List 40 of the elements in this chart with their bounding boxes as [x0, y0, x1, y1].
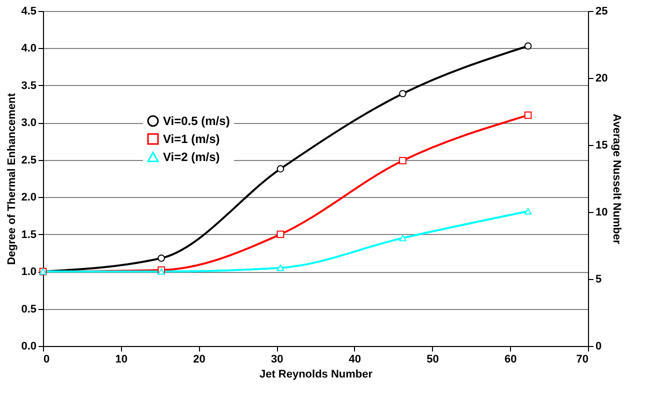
- x-tick-label: 0: [44, 354, 50, 366]
- y2-tick-label: 25: [596, 6, 608, 18]
- x-tick-label: 40: [348, 354, 362, 366]
- y2-tick-label: 20: [596, 72, 608, 84]
- legend-label: Vi=0.5 (m/s): [163, 114, 230, 128]
- legend-label: Vi=1 (m/s): [163, 132, 220, 146]
- x-tick-label: 60: [504, 354, 517, 366]
- point: [276, 230, 284, 238]
- y2-tick-label: 15: [596, 140, 608, 152]
- x-tick-label: 20: [193, 354, 206, 366]
- x-tick-label: 30: [270, 354, 284, 366]
- y-tick-label: 0.5: [21, 303, 36, 316]
- y2-tick-label: 5: [596, 274, 602, 286]
- point: [524, 112, 532, 119]
- x-axis-title: Jet Reynolds Number: [259, 368, 374, 380]
- y2-tick-label: 0: [596, 340, 602, 352]
- y-tick-label: 1.0: [21, 266, 36, 278]
- legend-label: Vi=2 (m/s): [163, 150, 220, 164]
- y-tick-label: 2.5: [21, 154, 36, 166]
- point: [276, 165, 284, 172]
- y-tick-label: 4.5: [21, 6, 36, 18]
- point: [399, 156, 406, 164]
- y-tick-label: 3.5: [21, 80, 36, 92]
- y2-axis-title: Average Nusselt Number: [610, 114, 623, 245]
- point: [524, 42, 532, 50]
- y-tick-label: 2.0: [21, 192, 36, 204]
- point: [524, 208, 532, 214]
- x-tick-label: 70: [576, 354, 588, 366]
- x-tick-label: 10: [115, 354, 128, 366]
- point: [399, 234, 406, 242]
- point: [399, 90, 406, 98]
- y-tick-label: 4.0: [21, 42, 36, 55]
- y2-tick-label: 10: [596, 206, 608, 218]
- y-axis-title: Degree of Thermal Enhancement: [6, 92, 18, 265]
- x-tick-label: 50: [426, 354, 439, 366]
- y-tick-label: 1.5: [21, 228, 36, 241]
- point: [276, 264, 284, 272]
- y-tick-label: 0.0: [21, 340, 36, 352]
- point: [158, 254, 166, 262]
- y-tick-label: 3.0: [21, 117, 36, 130]
